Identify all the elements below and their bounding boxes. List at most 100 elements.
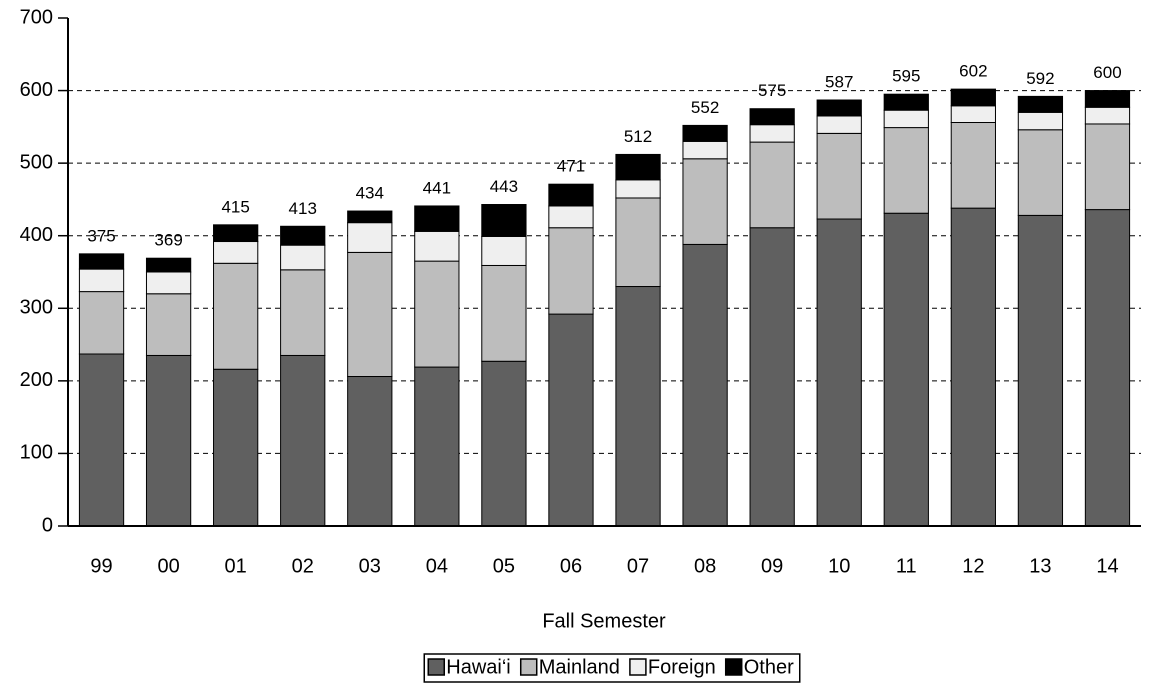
bar-segment — [78, 353, 125, 527]
total-label: 595 — [892, 67, 920, 86]
x-tick-label: 07 — [627, 555, 649, 577]
bar-segment — [749, 124, 795, 143]
bar-segment — [280, 354, 326, 527]
bar-segment — [78, 268, 125, 293]
x-tick-label: 03 — [359, 555, 381, 577]
bar-segment — [280, 244, 326, 271]
legend-swatch — [629, 658, 647, 676]
legend-label: Hawai‘i — [446, 656, 510, 678]
bar-segment — [548, 313, 594, 527]
y-tick-label: 200 — [20, 369, 53, 391]
bar-segment — [145, 257, 192, 273]
bar-segment — [145, 271, 192, 295]
total-label: 434 — [356, 184, 384, 203]
total-label: 575 — [758, 81, 786, 100]
bar-segment — [749, 227, 795, 527]
total-label: 600 — [1093, 63, 1121, 82]
bar-segment — [1084, 106, 1131, 125]
bar-segment — [749, 108, 795, 126]
bar-segment — [816, 218, 862, 527]
x-tick-label: 14 — [1096, 555, 1118, 577]
bar-segment — [414, 205, 460, 232]
bar-segment — [1084, 123, 1131, 211]
bar-segment — [615, 286, 661, 527]
x-tick-label: 05 — [493, 555, 515, 577]
x-tick-label: 13 — [1029, 555, 1051, 577]
bar-segment — [548, 227, 594, 315]
bar-segment — [548, 205, 594, 229]
bar-segment — [883, 212, 929, 527]
bar-segment — [78, 253, 125, 270]
x-tick-label: 09 — [761, 555, 783, 577]
total-label: 413 — [289, 199, 317, 218]
total-label: 369 — [154, 231, 182, 250]
bar-segment — [347, 210, 393, 224]
total-label: 602 — [959, 62, 987, 81]
x-tick-label: 01 — [225, 555, 247, 577]
total-label: 512 — [624, 127, 652, 146]
legend-swatch — [427, 658, 446, 676]
bar-segment — [749, 141, 795, 229]
x-tick-label: 04 — [426, 555, 448, 577]
total-label: 443 — [490, 177, 518, 196]
bar-segment — [481, 264, 527, 362]
total-label: 375 — [87, 226, 115, 245]
x-axis-label: Fall Semester — [542, 610, 666, 632]
x-tick-label: 99 — [90, 555, 112, 577]
bar-segment — [816, 132, 862, 220]
bar-segment — [950, 207, 996, 527]
bar-segment — [615, 153, 661, 181]
bar-segment — [1017, 129, 1064, 216]
bar-segment — [1017, 214, 1064, 527]
x-tick-label: 10 — [828, 555, 850, 577]
bar-segment — [213, 241, 259, 264]
total-label: 587 — [825, 72, 853, 91]
bar-segment — [950, 105, 996, 124]
legend-swatch — [519, 658, 538, 676]
x-tick-label: 06 — [560, 555, 582, 577]
x-tick-label: 11 — [896, 555, 917, 577]
bar-segment — [682, 124, 728, 142]
bar-segment — [481, 360, 527, 527]
y-tick-label: 600 — [20, 79, 53, 101]
bar-segment — [280, 269, 326, 356]
y-tick-label: 100 — [20, 442, 53, 464]
legend-label: Mainland — [539, 656, 620, 678]
bar-segment — [1084, 209, 1131, 527]
bar-segment — [78, 291, 125, 355]
legend-label: Other — [744, 656, 794, 678]
bar-segment — [548, 183, 594, 207]
y-tick-label: 0 — [42, 514, 53, 536]
bar-segment — [481, 204, 527, 237]
x-tick-label: 00 — [157, 555, 179, 577]
bar-segment — [816, 99, 862, 117]
x-tick-label: 02 — [292, 555, 314, 577]
bar-segment — [883, 93, 929, 111]
total-label: 552 — [691, 98, 719, 117]
y-tick-label: 700 — [20, 6, 53, 28]
bar-segment — [414, 260, 460, 368]
total-label: 592 — [1026, 69, 1054, 88]
bar-segment — [1017, 111, 1064, 131]
y-tick-label: 300 — [20, 297, 53, 319]
bar-segment — [481, 235, 527, 266]
bar-segment — [1084, 90, 1131, 108]
bar-segment — [682, 140, 728, 160]
bar-segment — [347, 222, 393, 253]
bar-segment — [280, 225, 326, 246]
bar-segment — [883, 109, 929, 129]
bar-segment — [1017, 95, 1064, 113]
legend-swatch — [724, 658, 743, 676]
bar-segment — [145, 354, 192, 527]
bar-segment — [615, 197, 661, 288]
bar-segment — [615, 179, 661, 199]
bar-segment — [414, 230, 460, 262]
y-tick-label: 500 — [20, 151, 53, 173]
bar-segment — [213, 224, 259, 243]
bar-segment — [145, 293, 192, 356]
x-tick-label: 08 — [694, 555, 716, 577]
bar-segment — [883, 127, 929, 214]
y-tick-label: 400 — [20, 224, 53, 246]
bar-segment — [816, 115, 862, 134]
